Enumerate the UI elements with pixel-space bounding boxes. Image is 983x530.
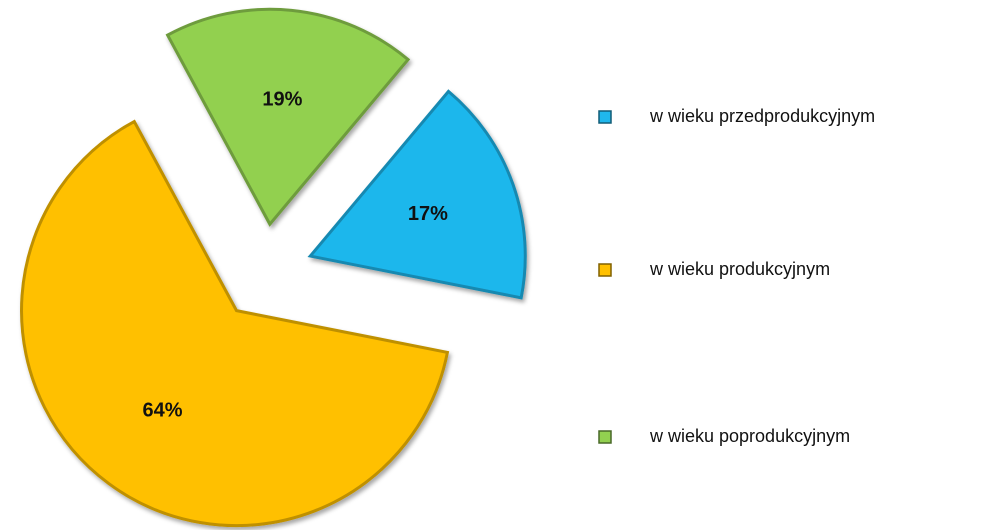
pie-slice — [307, 89, 527, 300]
data-label: 64% — [143, 399, 183, 421]
legend-label: w wieku produkcyjnym — [649, 259, 830, 279]
data-label: 19% — [262, 88, 302, 110]
legend-marker — [598, 263, 612, 277]
legend-label: w wieku przedprodukcyjnym — [649, 106, 875, 126]
pie-slice — [165, 7, 411, 227]
legend-marker — [598, 110, 612, 124]
data-label: 17% — [408, 203, 448, 225]
legend-label: w wieku poprodukcyjnym — [649, 426, 850, 446]
legend-marker — [598, 430, 612, 444]
pie-slice — [20, 119, 450, 528]
